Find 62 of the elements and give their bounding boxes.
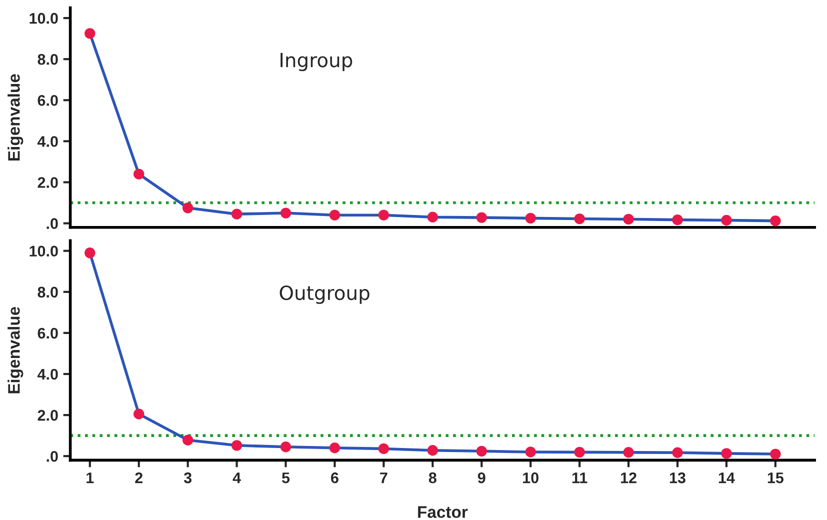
point bbox=[672, 214, 683, 226]
point bbox=[672, 447, 683, 458]
y-tick-label: 8.0 bbox=[38, 286, 58, 298]
x-tick-label: 2 bbox=[135, 472, 142, 484]
point bbox=[378, 443, 390, 454]
point bbox=[133, 408, 144, 420]
point bbox=[721, 448, 732, 459]
x-tick-label: 6 bbox=[331, 472, 338, 484]
y-tick-label: 4.0 bbox=[37, 368, 58, 380]
y-tick-label: 10.0 bbox=[30, 246, 58, 257]
x-tick-label: 7 bbox=[380, 472, 388, 484]
point bbox=[574, 446, 585, 458]
annotation: Outgroup bbox=[280, 285, 370, 304]
point bbox=[525, 212, 536, 224]
x-tick-label: 13 bbox=[670, 472, 686, 484]
point bbox=[427, 444, 438, 456]
x-tick-label: 14 bbox=[718, 472, 735, 484]
y-tick-label: 6.0 bbox=[38, 328, 58, 339]
y-tick-label: 2.0 bbox=[38, 410, 58, 421]
x-tick-label: 8 bbox=[428, 472, 436, 484]
y-axis-title: Eigenvalue bbox=[8, 74, 24, 160]
point bbox=[182, 202, 194, 214]
point bbox=[231, 440, 242, 451]
point bbox=[231, 208, 242, 220]
point bbox=[770, 215, 781, 226]
point bbox=[623, 214, 634, 225]
point bbox=[280, 208, 292, 218]
y-tick-label: 8.0 bbox=[38, 54, 58, 65]
y-tick-label: .0 bbox=[46, 450, 58, 462]
point bbox=[476, 446, 487, 457]
y-axis-title: Eigenvalue bbox=[8, 306, 24, 394]
point bbox=[84, 28, 96, 39]
x-tick-label: 9 bbox=[478, 472, 486, 484]
y-tick-label: 2.0 bbox=[38, 177, 58, 188]
point bbox=[525, 446, 536, 458]
y-tick-label: 6.0 bbox=[38, 95, 58, 106]
point bbox=[329, 442, 340, 454]
x-tick-label: 1 bbox=[86, 472, 94, 484]
x-tick-label: 4 bbox=[232, 472, 241, 484]
point bbox=[182, 434, 194, 446]
point bbox=[329, 210, 340, 220]
x-tick-label: 5 bbox=[282, 472, 290, 484]
x-axis-title: Factor bbox=[418, 506, 468, 518]
y-tick-label: .0 bbox=[46, 218, 58, 229]
x-tick-label: 10 bbox=[523, 472, 538, 484]
point bbox=[133, 168, 144, 180]
point bbox=[84, 248, 96, 258]
x-tick-label: 11 bbox=[572, 472, 588, 484]
point bbox=[623, 447, 634, 458]
y-tick-label: 10.0 bbox=[30, 12, 58, 24]
x-tick-label: 12 bbox=[620, 472, 636, 484]
point bbox=[574, 213, 585, 224]
point bbox=[721, 214, 732, 226]
x-tick-label: 15 bbox=[768, 472, 784, 484]
annotation: Ingroup bbox=[280, 52, 352, 72]
x-tick-label: 3 bbox=[184, 472, 192, 484]
point bbox=[378, 210, 390, 220]
point bbox=[280, 442, 292, 452]
point bbox=[476, 212, 487, 223]
y-tick-label: 4.0 bbox=[37, 136, 58, 147]
point bbox=[427, 212, 438, 223]
point bbox=[770, 448, 781, 460]
